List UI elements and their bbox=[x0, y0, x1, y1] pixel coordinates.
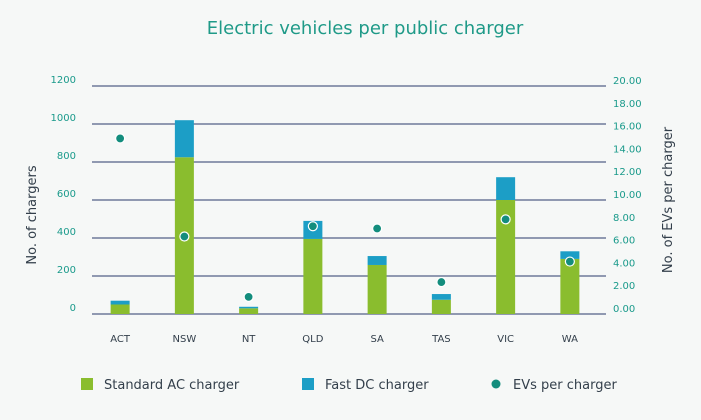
point-act bbox=[115, 133, 126, 144]
bar-standard-ac-charger-nt bbox=[239, 308, 259, 314]
bar-fast-dc-charger-sa bbox=[367, 256, 387, 265]
y2-tick-label: 14.00 bbox=[613, 144, 642, 155]
bar-fast-dc-charger-wa bbox=[560, 251, 580, 259]
x-tick-label: SA bbox=[370, 334, 384, 345]
x-tick-label: NT bbox=[242, 334, 256, 345]
bar-fast-dc-charger-nsw bbox=[174, 120, 194, 158]
y2-axis-label: No. of EVs per charger bbox=[661, 126, 676, 273]
legend: Standard AC charger Fast DC charger EVs pe… bbox=[81, 378, 617, 393]
legend-label: EVs per charger bbox=[513, 378, 617, 393]
y-axis-left: 0 200 400 600 800 1000 1200 bbox=[51, 75, 76, 314]
y-tick-label: 1200 bbox=[51, 75, 76, 86]
legend-swatch bbox=[81, 378, 93, 390]
x-tick-label: ACT bbox=[110, 334, 131, 345]
grid bbox=[92, 85, 606, 315]
y2-tick-label: 10.00 bbox=[613, 190, 642, 201]
point-sa bbox=[372, 223, 383, 234]
bar-fast-dc-charger-nt bbox=[239, 306, 259, 309]
point-vic bbox=[500, 214, 511, 225]
bar-standard-ac-charger-sa bbox=[367, 264, 387, 314]
y-tick-label: 0 bbox=[70, 303, 76, 314]
point-qld bbox=[307, 221, 318, 232]
bar-standard-ac-charger-tas bbox=[431, 299, 451, 314]
y-tick-label: 1000 bbox=[51, 113, 76, 124]
y-axis-right: 0.00 2.00 4.00 6.00 8.00 10.00 12.00 14.00 16.00… bbox=[613, 76, 642, 315]
legend-label: Standard AC charger bbox=[104, 378, 240, 393]
chart-title: Electric vehicles per public charger bbox=[207, 18, 524, 39]
y2-tick-label: 18.00 bbox=[613, 99, 642, 110]
bar-standard-ac-charger-qld bbox=[303, 238, 323, 314]
y2-tick-label: 0.00 bbox=[613, 304, 635, 315]
bar-standard-ac-charger-vic bbox=[496, 200, 516, 314]
y-tick-label: 600 bbox=[57, 189, 76, 200]
y-tick-label: 200 bbox=[57, 265, 76, 276]
y-axis-label: No. of chargers bbox=[25, 165, 40, 264]
bar-fast-dc-charger-tas bbox=[431, 294, 451, 300]
y2-tick-label: 8.00 bbox=[613, 213, 635, 224]
point-nt bbox=[243, 291, 254, 302]
x-tick-label: NSW bbox=[173, 334, 197, 345]
x-tick-label: QLD bbox=[302, 334, 323, 345]
y2-tick-label: 20.00 bbox=[613, 76, 642, 87]
x-axis: ACT NSW NT QLD SA TAS VIC WA bbox=[110, 334, 578, 345]
bar-fast-dc-charger-act bbox=[110, 300, 130, 305]
x-tick-label: VIC bbox=[497, 334, 514, 345]
y2-tick-label: 16.00 bbox=[613, 122, 642, 133]
legend-swatch bbox=[302, 378, 314, 390]
bar-standard-ac-charger-act bbox=[110, 304, 130, 314]
point-wa bbox=[564, 256, 575, 267]
x-tick-label: WA bbox=[562, 334, 578, 345]
y2-tick-label: 6.00 bbox=[613, 236, 635, 247]
y-tick-label: 400 bbox=[57, 227, 76, 238]
bar-standard-ac-charger-wa bbox=[560, 258, 580, 314]
point-nsw bbox=[179, 231, 190, 242]
y2-tick-label: 2.00 bbox=[613, 281, 635, 292]
legend-marker bbox=[491, 379, 501, 389]
x-tick-label: TAS bbox=[431, 334, 451, 345]
y-tick-label: 800 bbox=[57, 151, 76, 162]
y2-tick-label: 12.00 bbox=[613, 167, 642, 178]
points bbox=[115, 133, 575, 302]
point-tas bbox=[436, 276, 447, 288]
legend-label: Fast DC charger bbox=[325, 378, 429, 393]
y2-tick-label: 4.00 bbox=[613, 258, 635, 269]
bar-fast-dc-charger-vic bbox=[496, 177, 516, 200]
